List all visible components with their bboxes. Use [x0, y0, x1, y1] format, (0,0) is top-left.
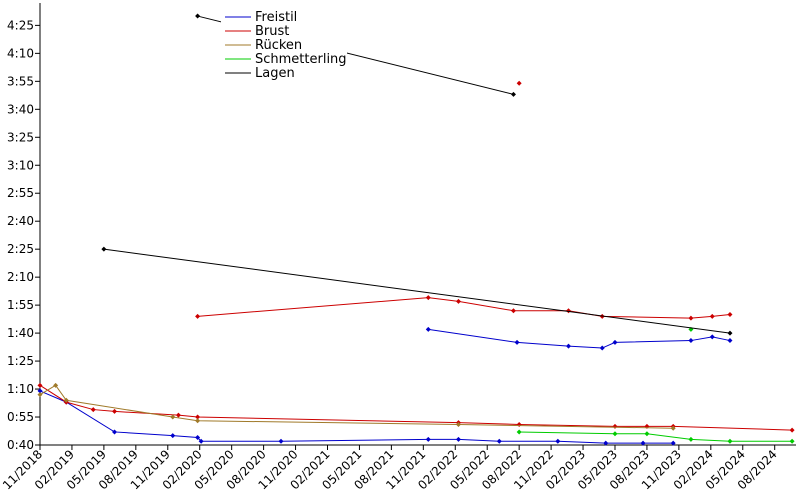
y-tick-label: 1:25 — [7, 354, 34, 368]
series-freistil — [37, 326, 733, 446]
y-tick-label: 2:40 — [7, 214, 34, 228]
legend-label: Freistil — [255, 10, 297, 25]
series-brust — [37, 80, 795, 433]
data-point — [516, 80, 522, 86]
legend-label: Lagen — [255, 66, 295, 81]
series-line — [39, 384, 793, 431]
legend-label: Schmetterling — [255, 52, 347, 67]
series-lagen — [101, 13, 733, 336]
y-tick-label: 4:25 — [7, 18, 34, 32]
y-tick-label: 3:40 — [7, 102, 34, 116]
series-line — [197, 297, 731, 319]
chart-series — [37, 13, 795, 446]
series-rücken — [37, 382, 676, 431]
y-tick-label: 0:55 — [7, 410, 34, 424]
y-tick-label: 2:10 — [7, 270, 34, 284]
y-axis-ticks: 0:40 0:55 1:10 1:25 1:40 1:55 2:10 2:25 2:40 2:55… — [7, 18, 40, 452]
y-tick-label: 4:10 — [7, 46, 34, 60]
y-tick-label: 3:25 — [7, 130, 34, 144]
legend-label: Rücken — [255, 38, 302, 53]
y-tick-label: 3:10 — [7, 158, 34, 172]
y-tick-label: 3:55 — [7, 74, 34, 88]
y-tick-label: 1:40 — [7, 326, 34, 340]
series-line — [103, 248, 731, 334]
series-schmetterling — [516, 326, 795, 444]
legend-label: Brust — [255, 24, 289, 39]
series-line — [39, 390, 674, 444]
x-axis-ticks: 11/201802/201905/201908/201911/201902/20… — [0, 445, 780, 492]
series-line — [39, 384, 674, 429]
y-tick-label: 0:40 — [7, 438, 34, 452]
y-tick-label: 1:55 — [7, 298, 34, 312]
y-tick-label: 1:10 — [7, 382, 34, 396]
y-tick-label: 2:55 — [7, 186, 34, 200]
chart-axes — [39, 3, 796, 446]
y-tick-label: 2:25 — [7, 242, 34, 256]
series-line — [428, 328, 731, 349]
series-line — [519, 431, 793, 442]
